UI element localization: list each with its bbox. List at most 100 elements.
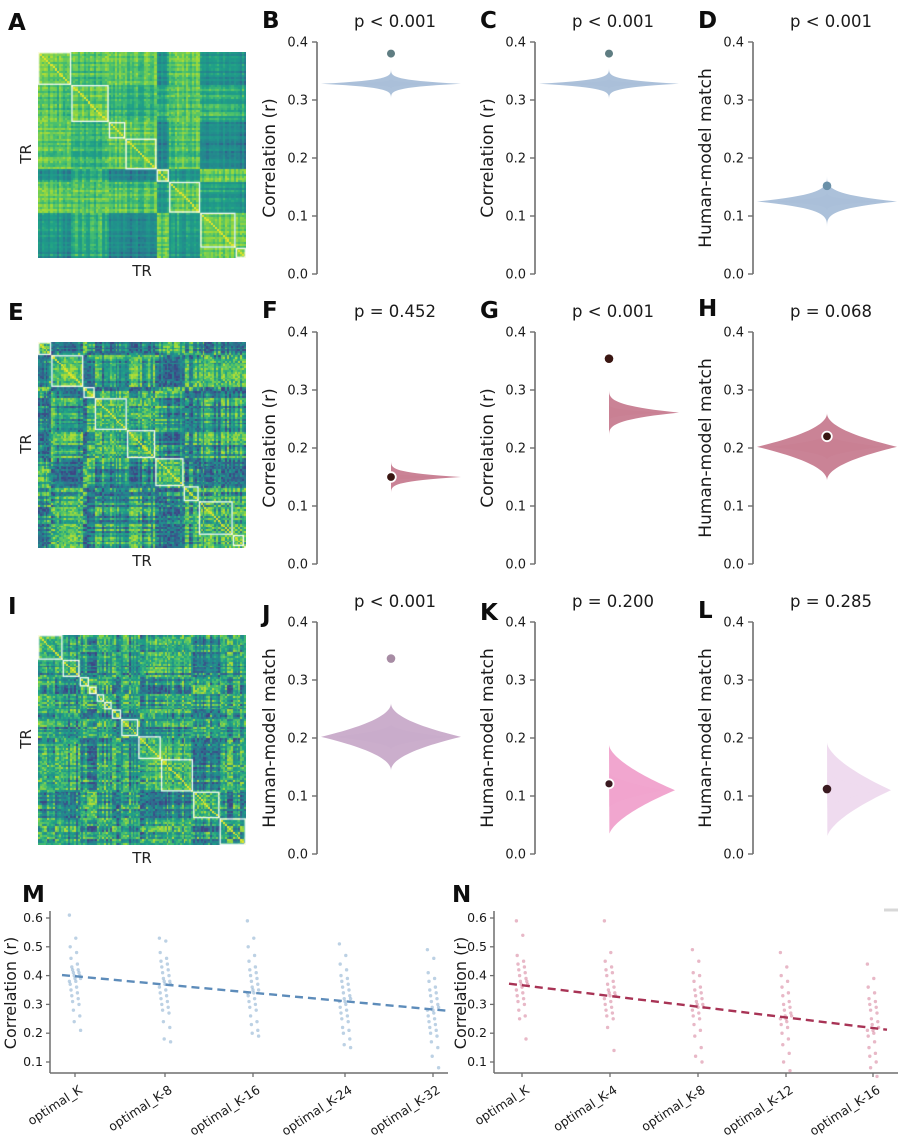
p-value-title: p = 0.285 <box>790 592 872 611</box>
y-tick-label: 0.2 <box>723 732 744 747</box>
y-tick-label: 0.3 <box>723 384 744 399</box>
y-axis-label: Correlation (r) <box>478 388 498 507</box>
data-point <box>779 1022 783 1027</box>
data-point <box>161 976 166 981</box>
y-tick-label: 0.3 <box>467 996 487 1011</box>
data-point <box>691 971 695 975</box>
data-point <box>160 971 165 975</box>
data-point <box>608 994 612 998</box>
violin-core <box>335 724 447 750</box>
data-point <box>425 947 430 952</box>
y-tick-label: 0.1 <box>287 210 308 225</box>
y-tick-label: 0.1 <box>467 1054 487 1069</box>
observed-value-dot <box>822 181 832 191</box>
data-point <box>164 956 169 961</box>
panel-I: I TR TR <box>0 580 253 875</box>
panel-letter-A: A <box>8 10 26 36</box>
data-point <box>67 913 72 917</box>
data-point <box>256 1034 261 1038</box>
y-axis-label: Human-model match <box>478 648 498 828</box>
panel-K: K 0.0 0.1 0.2 0.3 0.4 Human-model match p = 0.… <box>471 580 684 875</box>
heatmap-A <box>38 52 246 258</box>
data-point <box>168 1040 173 1044</box>
data-point <box>521 959 526 963</box>
data-point <box>160 1002 164 1007</box>
data-point <box>70 968 75 972</box>
data-point <box>347 1028 351 1033</box>
heatmap-I-xlabel: TR <box>132 849 152 867</box>
data-point <box>345 976 350 981</box>
violin-chart-C: 0.0 0.1 0.2 0.3 0.4 Correlation (r) p < 0.001 <box>478 12 679 283</box>
data-point <box>692 979 696 984</box>
data-point <box>344 1008 349 1012</box>
data-point <box>522 965 527 969</box>
y-tick-label: 0.4 <box>723 36 744 51</box>
data-point <box>340 979 344 984</box>
data-point <box>515 994 519 998</box>
data-point <box>521 991 525 995</box>
data-point <box>523 971 527 975</box>
heatmap-I <box>38 635 246 845</box>
data-point <box>77 1002 81 1007</box>
data-point <box>517 1008 521 1012</box>
y-axis-label: Correlation (r) <box>451 937 470 1049</box>
y-axis-label: Correlation (r) <box>260 388 280 507</box>
data-point <box>432 1011 436 1015</box>
data-point <box>73 976 77 981</box>
data-point <box>256 1028 260 1033</box>
data-point <box>514 988 519 992</box>
p-value-title: p < 0.001 <box>572 302 654 321</box>
data-point <box>610 1011 615 1015</box>
data-point <box>161 1019 166 1024</box>
data-point <box>785 1019 789 1024</box>
y-tick-label: 0.0 <box>287 268 308 283</box>
y-tick-label: 0.3 <box>505 674 526 689</box>
data-point <box>248 968 252 972</box>
data-point <box>251 988 255 992</box>
data-point <box>158 950 162 955</box>
y-tick-label: 0.2 <box>723 442 744 457</box>
data-point <box>426 971 430 975</box>
data-point <box>609 999 613 1004</box>
data-point <box>787 999 791 1004</box>
data-point <box>517 968 521 972</box>
y-tick-label: 0.0 <box>723 558 744 573</box>
data-point <box>781 1002 786 1007</box>
data-point <box>348 1037 352 1041</box>
data-point <box>255 976 259 981</box>
scatter-chart-N: 0.1 0.2 0.3 0.4 0.5 0.6 Correlation (r) optimal… <box>451 908 898 1139</box>
violin-chart-H: 0.0 0.1 0.2 0.3 0.4 Human-model match p = 0.06… <box>696 302 897 573</box>
data-point <box>338 1005 342 1009</box>
panel-F: F 0.0 0.1 0.2 0.3 0.4 Correlation (r) p = 0.45… <box>253 290 466 580</box>
data-point <box>429 999 434 1004</box>
y-tick-label: 0.3 <box>287 94 308 109</box>
y-tick-label: 0.1 <box>287 500 308 515</box>
data-point <box>872 991 877 995</box>
data-point <box>159 959 163 963</box>
y-tick-label: 0.2 <box>467 1025 487 1040</box>
data-point <box>603 1002 607 1007</box>
data-point <box>612 1048 616 1053</box>
x-tick-label: optimal_K-8 <box>105 1082 174 1134</box>
x-tick-label: optimal_K <box>472 1082 533 1129</box>
p-value-title: p < 0.001 <box>572 12 654 31</box>
data-point <box>434 991 438 995</box>
y-tick-label: 0.2 <box>287 152 308 167</box>
panel-letter-B: B <box>262 8 280 34</box>
panel-letter-L: L <box>698 598 713 624</box>
heatmap-E-ylabel: TR <box>17 434 35 454</box>
data-point <box>158 991 162 995</box>
p-value-title: p < 0.001 <box>790 12 872 31</box>
data-point <box>787 1051 791 1056</box>
y-tick-label: 0.2 <box>505 732 526 747</box>
data-point <box>872 976 876 981</box>
data-point <box>525 979 529 984</box>
data-point <box>611 979 615 984</box>
data-point <box>75 991 80 995</box>
violin-chart-G: 0.0 0.1 0.2 0.3 0.4 Correlation (r) p < 0.001 <box>478 302 679 573</box>
data-point <box>162 979 166 984</box>
data-point <box>870 1022 874 1027</box>
data-point <box>72 1019 76 1024</box>
heatmap-I-ylabel: TR <box>17 729 35 749</box>
